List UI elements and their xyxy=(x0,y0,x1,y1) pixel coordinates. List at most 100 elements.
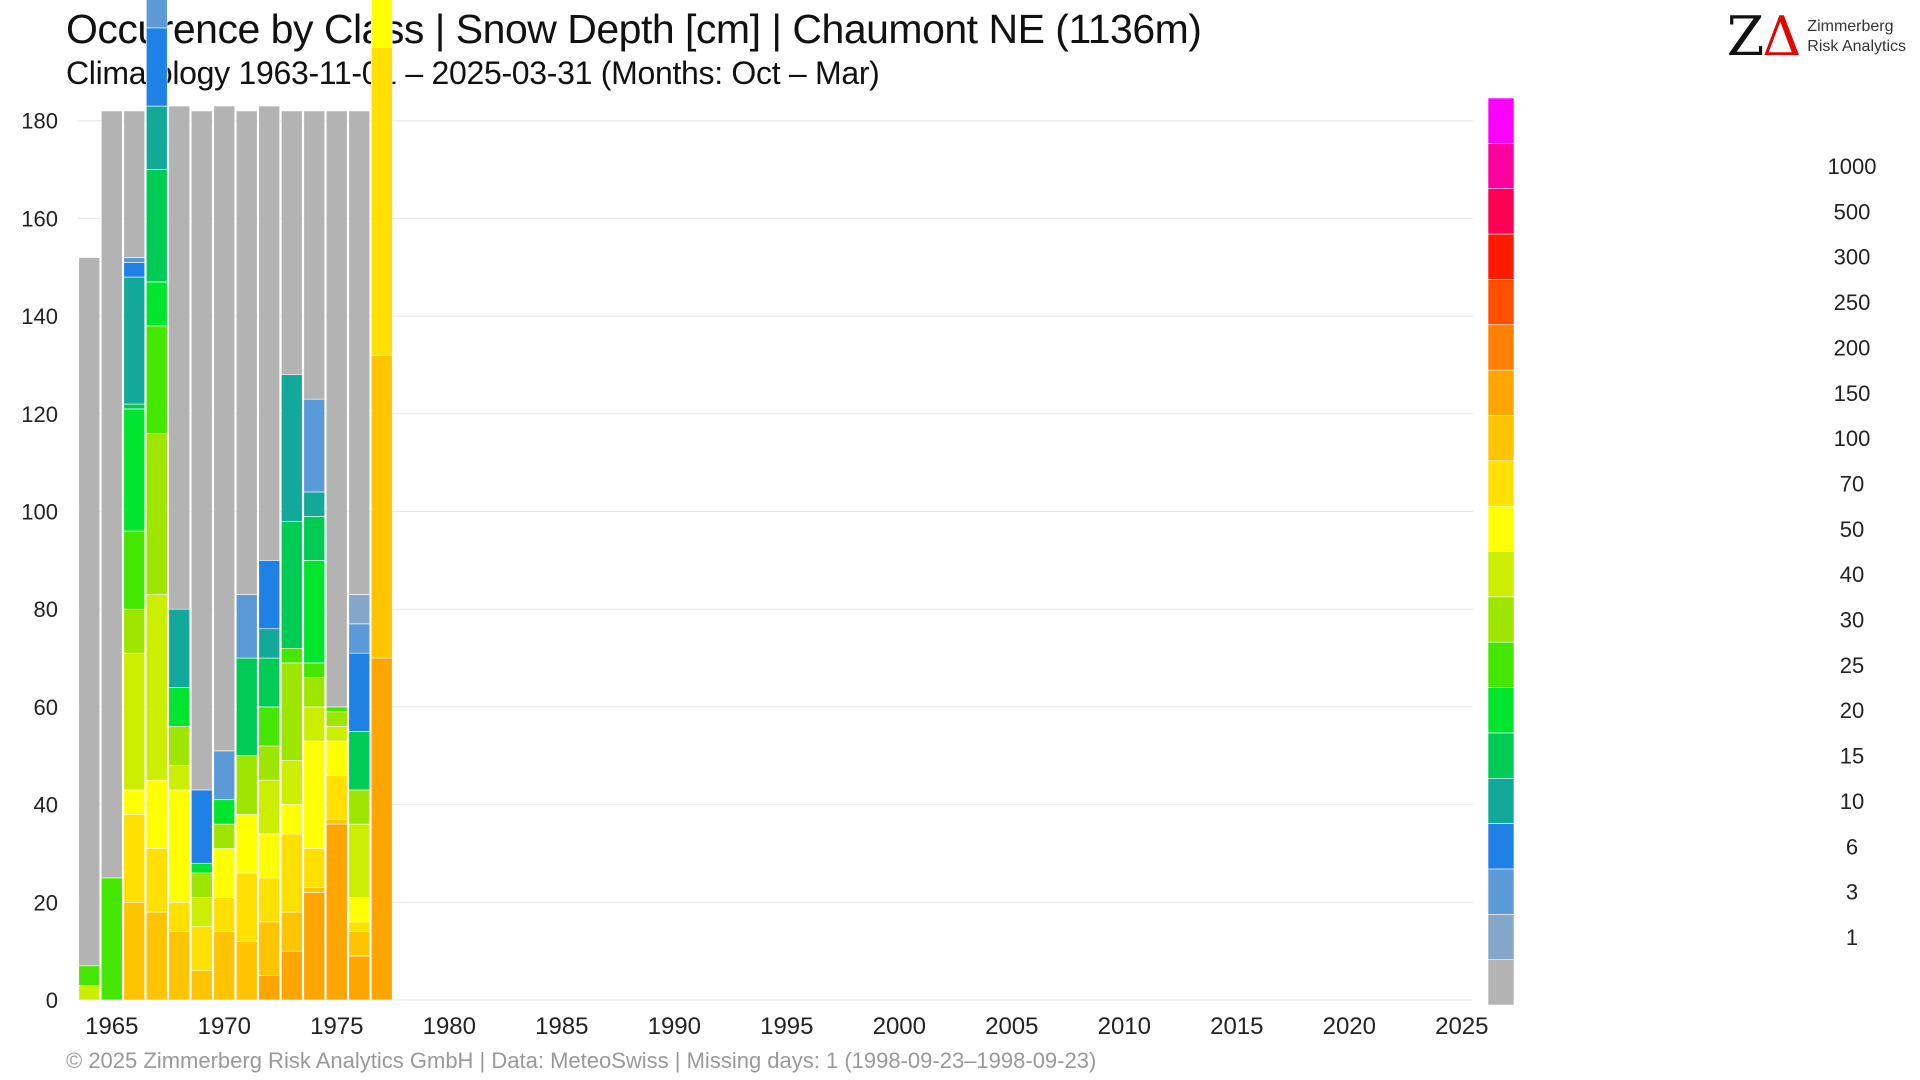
bar-segment xyxy=(190,789,213,864)
bar-segment xyxy=(78,985,101,1001)
bar-segment xyxy=(280,647,303,664)
bar-segment xyxy=(303,706,326,742)
legend-label: 40 xyxy=(1840,562,1864,587)
x-tick-label: 2000 xyxy=(873,1013,926,1040)
x-tick-label: 2015 xyxy=(1210,1013,1263,1040)
bar-segment xyxy=(303,740,326,849)
bar-segment xyxy=(190,872,213,898)
bar-segment xyxy=(190,110,213,791)
bar-segment xyxy=(280,374,303,522)
bar-segment xyxy=(325,823,348,1001)
bar-segment xyxy=(370,657,393,1001)
bar-segment xyxy=(145,911,168,1001)
bar-segment xyxy=(235,814,258,874)
bar-segment xyxy=(258,833,281,879)
bar-segment xyxy=(325,110,348,708)
bar-segment xyxy=(258,560,281,630)
bar-stack-1966 xyxy=(123,110,146,1001)
bar-segment xyxy=(325,711,348,727)
legend-swatch xyxy=(1487,279,1515,326)
bar-segment xyxy=(190,862,213,874)
bar-segment xyxy=(100,110,123,879)
legend-label: 30 xyxy=(1840,608,1864,633)
bar-stack-1974 xyxy=(303,110,326,1001)
bar-stack-1976 xyxy=(348,110,371,1001)
bar-segment xyxy=(258,657,281,708)
legend-swatch xyxy=(1487,732,1515,779)
bar-segment xyxy=(213,105,236,752)
legend-swatch xyxy=(1487,324,1515,371)
bar-segment xyxy=(280,950,303,1001)
bar-segment xyxy=(258,628,281,659)
x-tick-label: 1995 xyxy=(760,1013,813,1040)
bar-segment xyxy=(348,921,371,932)
bar-segment xyxy=(145,169,168,283)
legend-label: 20 xyxy=(1840,698,1864,723)
x-tick-label: 1985 xyxy=(535,1013,588,1040)
bar-segment xyxy=(280,662,303,761)
legend-swatch xyxy=(1487,777,1515,824)
bar-segment xyxy=(303,892,326,1001)
bar-stack-1967 xyxy=(145,0,168,1001)
legend-label: 250 xyxy=(1834,290,1871,315)
logo-mark-delta: Δ xyxy=(1762,5,1801,68)
bar-segment xyxy=(280,760,303,805)
bar-segment xyxy=(325,818,348,825)
logo-text: Zimmerberg Risk Analytics xyxy=(1807,17,1906,57)
bar-segment xyxy=(348,955,371,1001)
bar-segment xyxy=(258,975,281,1001)
bar-segment xyxy=(258,779,281,835)
bar-segment xyxy=(280,911,303,952)
bar-segment xyxy=(348,789,371,825)
bar-segment xyxy=(168,789,191,903)
bar-stack-1971 xyxy=(235,110,258,1001)
bar-segment xyxy=(145,105,168,170)
logo-line-2: Risk Analytics xyxy=(1807,38,1906,55)
bar-segment xyxy=(348,110,371,595)
legend-swatch xyxy=(1487,868,1515,915)
color-legend: 1 3 6 10 15 20 25 30 40 50 70 100 150 200 250 300 500 100… xyxy=(1487,97,1876,1006)
logo-mark: ZΔ xyxy=(1727,10,1802,64)
bar-segment xyxy=(213,823,236,849)
company-logo: ZΔ Zimmerberg Risk Analytics xyxy=(1727,10,1906,64)
bar-segment xyxy=(303,560,326,664)
bar-segment xyxy=(258,105,281,561)
bar-segment xyxy=(348,731,371,791)
bar-segment xyxy=(348,897,371,923)
bar-segment xyxy=(213,897,236,932)
bar-segment xyxy=(100,877,123,1001)
bar-segment xyxy=(123,257,146,263)
bar-segment xyxy=(145,0,168,29)
legend-label: 70 xyxy=(1840,472,1864,497)
legend-swatch xyxy=(1487,959,1515,1006)
legend-swatch xyxy=(1487,823,1515,870)
bar-segment xyxy=(123,276,146,405)
bar-segment xyxy=(123,608,146,654)
bar-segment xyxy=(303,677,326,708)
bar-stacks xyxy=(78,0,393,1001)
bar-segment xyxy=(280,110,303,376)
bar-segment xyxy=(303,516,326,561)
bar-segment xyxy=(303,662,326,678)
bar-segment xyxy=(348,823,371,898)
legend-swatch xyxy=(1487,641,1515,688)
legend-label: 150 xyxy=(1834,381,1871,406)
bar-segment xyxy=(213,931,236,1001)
bar-segment xyxy=(168,608,191,688)
bar-stack-1968 xyxy=(168,105,191,1001)
bar-segment xyxy=(325,774,348,820)
bar-segment xyxy=(213,750,236,801)
bar-segment xyxy=(168,901,191,932)
logo-line-1: Zimmerberg xyxy=(1807,18,1894,35)
legend-label: 15 xyxy=(1840,744,1864,769)
x-tick-label: 1990 xyxy=(648,1013,701,1040)
legend-label: 500 xyxy=(1834,199,1871,224)
bar-segment xyxy=(123,530,146,610)
bar-segment xyxy=(213,799,236,825)
bar-segment xyxy=(145,27,168,107)
bar-segment xyxy=(258,877,281,923)
bar-segment xyxy=(235,110,258,595)
bar-segment xyxy=(258,745,281,781)
bar-segment xyxy=(190,897,213,928)
